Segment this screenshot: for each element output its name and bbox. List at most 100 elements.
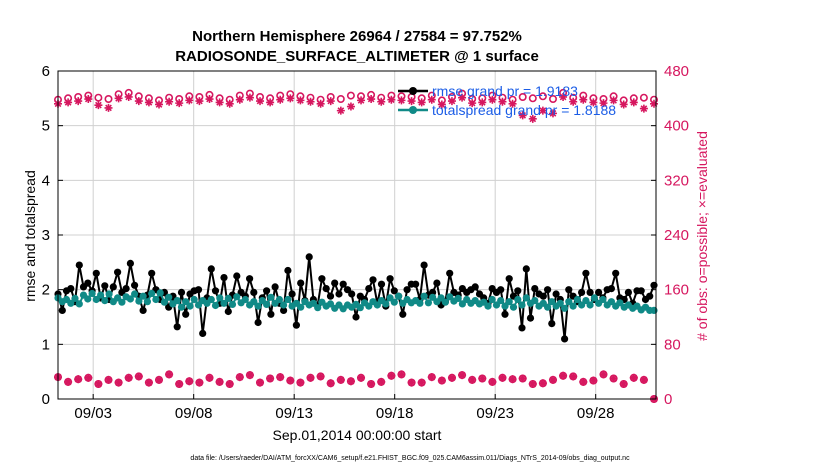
obs-possible-marker [255,93,264,102]
obs-possible-low-marker [377,377,386,386]
obs-possible-low-marker [407,378,416,387]
obs-possible-low-marker [387,371,396,380]
totalspread-point [416,299,424,307]
obs-possible-low-marker [326,379,335,388]
totalspread-point [267,293,275,301]
rmse-point [194,286,203,294]
obs-evaluated-low-marker [266,374,275,383]
rmse-point [646,292,654,300]
obs-evaluated-low-marker [144,378,153,387]
rmse-point [109,283,117,291]
rmse-point [148,269,156,277]
y-axis-label-left: rmse and totalspread [22,170,38,302]
totalspread-point [599,295,607,304]
rmse-point [369,276,377,284]
obs-possible-marker [437,96,446,105]
rmse-point [365,285,373,293]
obs-evaluated-low-marker [175,379,184,388]
obs-possible-marker [468,95,477,104]
obs-evaluated-low-marker [629,373,638,382]
obs-possible-marker [306,93,315,102]
totalspread-point [220,299,228,307]
obs-evaluated-low-marker [286,376,295,385]
totalspread-point [424,299,432,307]
rmse-point [254,318,262,327]
rmse-point [539,292,547,300]
rmse-point [114,268,122,276]
obs-possible-low-marker [468,375,477,384]
obs-evaluated-marker [569,97,578,106]
obs-evaluated-marker [326,97,335,106]
obs-evaluated-low-marker [458,371,467,380]
x-tick-label: 09/03 [74,405,112,422]
rmse-point [433,279,441,287]
y-tick-label-left: 1 [42,336,50,353]
obs-possible-marker [276,91,285,100]
y-tick-label-left: 2 [42,282,50,299]
obs-possible-marker [649,95,658,104]
totalspread-point [263,300,271,308]
obs-evaluated-low-marker [609,374,618,383]
totalspread-point [429,293,437,301]
obs-possible-marker [94,93,103,102]
rmse-point [126,259,134,267]
obs-possible-marker [458,89,467,98]
obs-evaluated-low-marker [397,370,406,379]
obs-evaluated-low-marker [185,377,194,386]
obs-possible-low-marker [296,378,305,387]
obs-evaluated-low-marker [296,378,305,387]
obs-evaluated-low-marker [245,371,254,380]
obs-possible-low-marker [589,376,598,385]
obs-evaluated-low-marker [417,378,426,387]
obs-evaluated-marker [528,114,537,123]
obs-possible-low-marker [417,378,426,387]
obs-possible-marker [336,95,345,104]
obs-possible-marker [387,91,396,100]
totalspread-point [228,300,237,308]
totalspread-point [390,298,398,306]
obs-evaluated-low-marker [256,378,265,387]
rmse-point [612,269,620,277]
obs-possible-low-marker [124,373,133,382]
obs-possible-marker [589,94,598,103]
obs-evaluated-low-marker [346,377,355,386]
legend: rmse grand pr = 1.9183 totalspread grand… [398,83,616,118]
obs-evaluated-low-marker [326,379,335,388]
rmse-point [412,280,420,288]
rmse-point [250,288,258,296]
obs-possible-low-marker [548,375,557,384]
obs-evaluated-marker [548,109,557,118]
obs-possible-marker [266,94,275,103]
obs-possible-marker [528,94,537,103]
totalspread-point [92,295,100,304]
obs-possible-low-marker [538,379,547,388]
rmse-point [331,279,339,287]
totalspread-point [97,291,105,299]
obs-evaluated-low-marker [498,373,507,382]
obs-possible-low-marker [346,377,355,386]
obs-evaluated-marker [94,101,103,110]
rmse-point [271,283,279,291]
obs-evaluated-marker [538,106,547,115]
obs-evaluated-low-marker [114,378,123,387]
obs-evaluated-marker [629,98,638,107]
rmse-point [211,287,220,295]
rmse-point [595,288,603,296]
obs-possible-low-marker [155,375,164,384]
rmse-point [544,286,552,294]
obs-evaluated-low-marker [316,372,325,381]
obs-possible-marker [447,93,456,102]
obs-evaluated-low-marker [306,373,315,382]
obs-evaluated-marker [336,106,345,115]
legend-rmse-label: rmse grand pr = 1.9183 [432,83,578,99]
totalspread-point [497,297,505,305]
rmse-point [403,286,411,294]
obs-evaluated-marker [488,95,497,104]
obs-evaluated-low-marker [468,375,477,384]
obs-evaluated-marker [74,97,83,106]
rmse-point [305,253,313,261]
rmse-point [326,292,335,300]
obs-possible-low-marker [64,377,73,386]
obs-evaluated-marker [508,99,517,108]
